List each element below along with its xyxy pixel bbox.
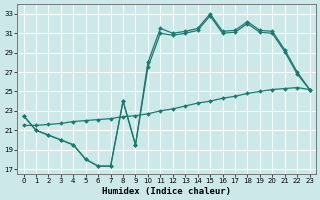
X-axis label: Humidex (Indice chaleur): Humidex (Indice chaleur) bbox=[102, 187, 231, 196]
